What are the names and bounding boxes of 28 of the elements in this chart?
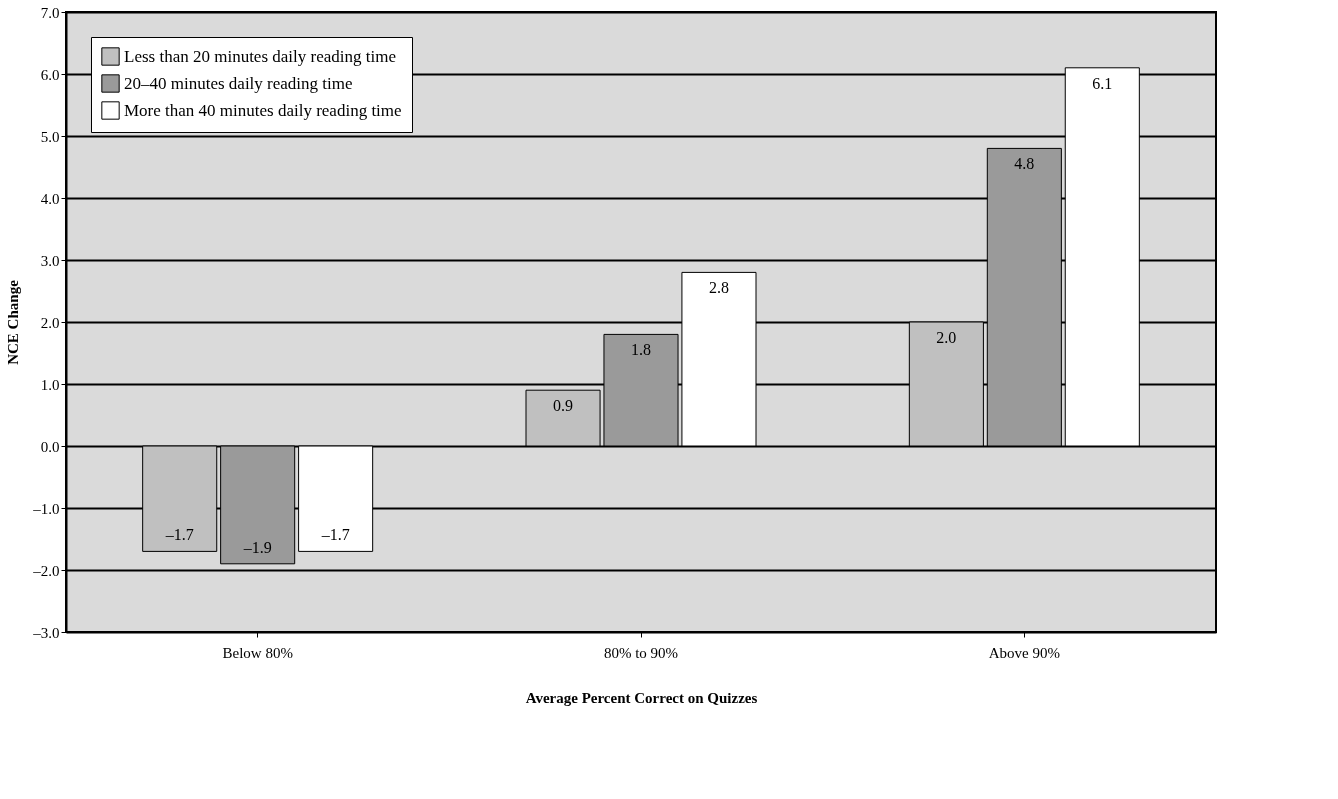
data-label: 4.8 [1014, 155, 1035, 173]
data-label: –1.9 [242, 538, 272, 556]
legend-label: 20–40 minutes daily reading time [124, 73, 353, 93]
x-tick-label: Above 90% [988, 644, 1060, 661]
legend-label: More than 40 minutes daily reading time [124, 100, 402, 120]
data-label: 2.0 [936, 329, 957, 346]
data-label: 0.9 [553, 397, 574, 415]
y-tick-label: 6.0 [40, 66, 60, 83]
data-label: 1.8 [631, 341, 651, 359]
y-tick-label: –3.0 [32, 624, 60, 641]
y-tick-label: 2.0 [40, 314, 60, 331]
y-tick-label: 0.0 [40, 438, 60, 455]
y-tick-label: 3.0 [40, 252, 60, 269]
legend-label: Less than 20 minutes daily reading time [124, 46, 396, 66]
y-tick-label: 1.0 [40, 376, 60, 393]
y-axis-title: NCE Change [5, 279, 22, 365]
data-label: –1.7 [320, 526, 350, 544]
x-tick-label: 80% to 90% [603, 644, 679, 661]
data-label: 2.8 [708, 279, 729, 297]
x-tick-label: Below 80% [222, 644, 293, 661]
y-tick-label: 4.0 [40, 190, 60, 207]
y-tick-label: 5.0 [40, 128, 60, 145]
data-label: –1.7 [164, 526, 194, 544]
data-label: 6.1 [1092, 74, 1113, 92]
x-axis-title: Average Percent Correct on Quizzes [525, 689, 758, 706]
y-tick-label: 7.0 [40, 4, 60, 21]
y-tick-label: –1.0 [32, 500, 60, 517]
y-tick-label: –2.0 [32, 562, 60, 579]
